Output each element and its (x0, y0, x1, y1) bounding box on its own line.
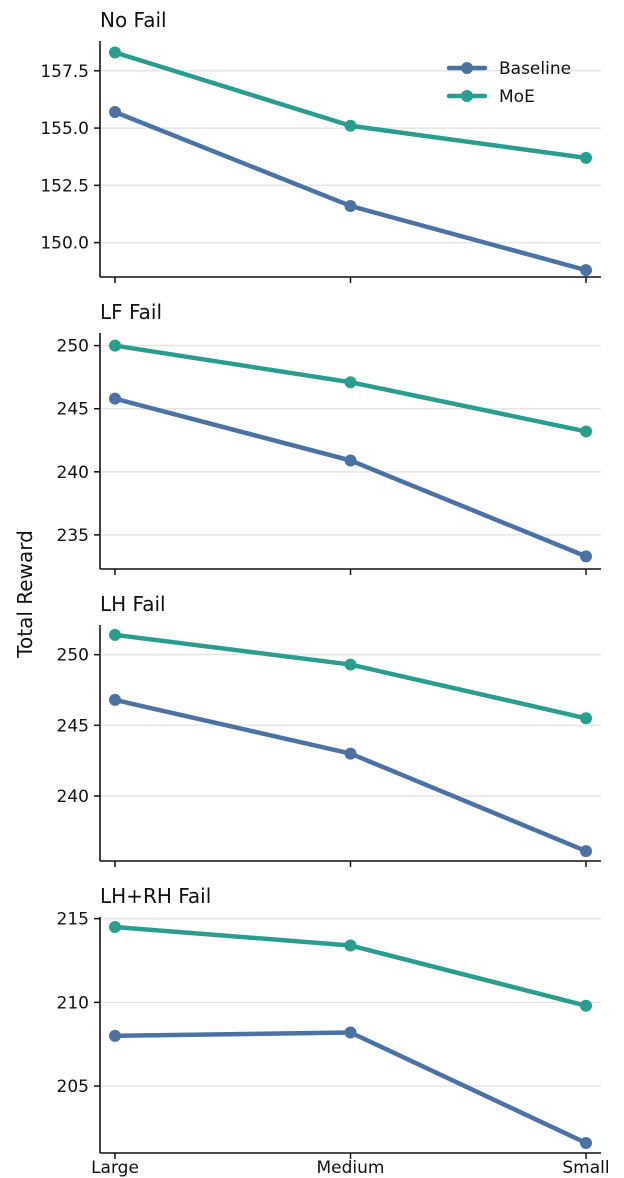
y-tick-label: 250 (57, 646, 89, 666)
legend-swatch-marker (461, 62, 473, 74)
data-point-baseline (344, 747, 357, 760)
data-point-baseline (580, 550, 592, 563)
y-tick-label: 205 (57, 1077, 89, 1097)
data-point-baseline (344, 454, 357, 467)
y-tick-label: 245 (57, 400, 89, 420)
data-point-baseline (580, 1136, 592, 1149)
y-tick-label: 250 (57, 337, 89, 357)
x-tick-label: Large (91, 1158, 139, 1178)
data-point-moe (109, 628, 121, 641)
data-point-moe (344, 658, 357, 671)
data-point-baseline (580, 845, 592, 858)
data-point-moe (109, 339, 121, 352)
panel-4: LH+RH Fail 205 210 215 Large Medium Small (57, 884, 610, 1178)
x-tick-label: Medium (317, 1158, 385, 1178)
data-point-moe (580, 999, 592, 1012)
y-tick-label: 240 (57, 787, 89, 807)
data-point-moe (580, 712, 592, 725)
panel-title: LH+RH Fail (100, 884, 211, 908)
y-tick-label: 155.0 (40, 119, 89, 139)
panel-title: No Fail (100, 8, 167, 32)
series-line-moe (112, 632, 589, 721)
series-line-baseline (112, 1030, 589, 1146)
data-point-baseline (109, 1029, 121, 1042)
y-tick-label: 157.5 (40, 62, 89, 82)
series-line-baseline (112, 697, 589, 854)
y-tick-label: 240 (57, 463, 89, 483)
panel-3: LH Fail 240 245 250 (57, 592, 601, 867)
y-tick-label: 210 (57, 993, 89, 1013)
y-tick-label: 215 (57, 910, 89, 930)
data-point-moe (109, 46, 121, 59)
data-point-baseline (109, 693, 121, 706)
legend-label: MoE (499, 87, 535, 107)
data-point-moe (344, 119, 357, 132)
legend-swatch-marker (461, 90, 473, 102)
data-point-baseline (580, 264, 592, 277)
panel-title: LH Fail (100, 592, 166, 616)
data-point-baseline (344, 199, 357, 212)
panel-1: No Fail 150.0 152.5 155.0 157.5 Baseline MoE (40, 8, 601, 283)
series-line-baseline (112, 396, 589, 559)
data-point-baseline (109, 106, 121, 119)
y-tick-label: 235 (57, 526, 89, 546)
y-tick-label: 245 (57, 716, 89, 736)
y-tick-label: 150.0 (40, 234, 89, 254)
y-axis-label: Total Reward (13, 530, 37, 659)
legend-label: Baseline (499, 59, 571, 79)
series-line-moe (112, 924, 589, 1008)
panel-title: LF Fail (100, 300, 162, 324)
data-point-moe (580, 151, 592, 164)
data-point-moe (580, 425, 592, 438)
series-line-baseline (112, 109, 589, 273)
data-point-moe (109, 921, 121, 934)
data-point-moe (344, 376, 357, 389)
data-point-baseline (109, 392, 121, 405)
y-tick-label: 152.5 (40, 176, 89, 196)
data-point-moe (344, 939, 357, 952)
x-tick-label: Small (562, 1158, 609, 1178)
legend: Baseline MoE (446, 59, 571, 107)
data-point-baseline (344, 1026, 357, 1039)
panel-2: LF Fail 235 240 245 250 (57, 300, 601, 575)
